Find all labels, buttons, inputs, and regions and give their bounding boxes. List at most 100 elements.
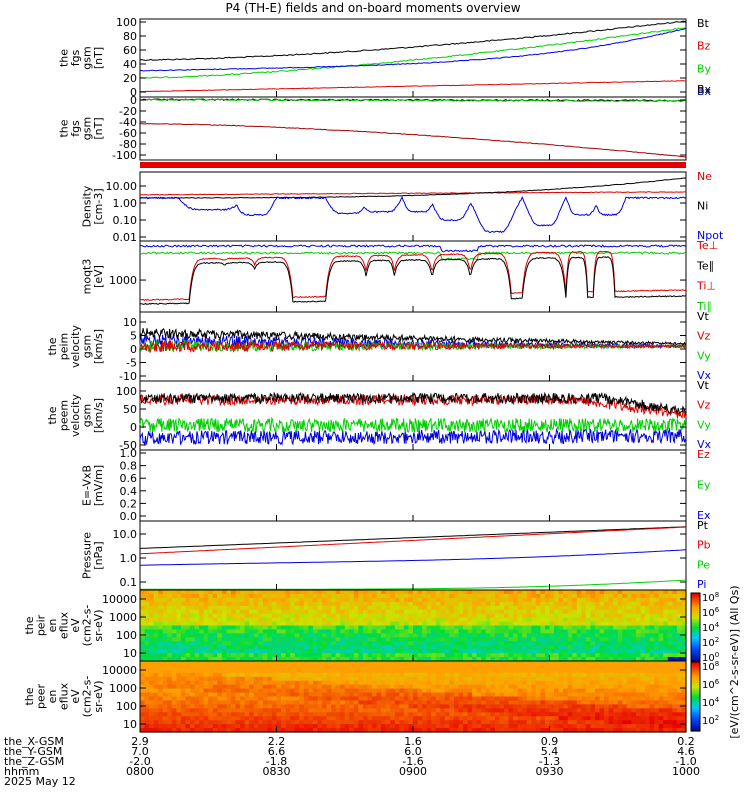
electron-spectrogram-cell xyxy=(444,664,450,670)
ion-spectrogram-cell xyxy=(481,590,487,595)
ion-spectrogram-cell xyxy=(544,645,551,650)
ion-spectrogram-cell xyxy=(558,657,564,662)
series-by-zero xyxy=(139,98,687,103)
ion-spectrogram-cell xyxy=(485,593,491,599)
electron-spectrogram-cell xyxy=(394,692,400,698)
ion-spectrogram-cell xyxy=(681,621,687,627)
ion-spectrogram-cell xyxy=(640,649,646,654)
ion-spectrogram-cell xyxy=(435,613,441,619)
y-tick-label: -100 xyxy=(112,149,137,162)
ion-spectrogram-cell xyxy=(367,641,373,646)
ion-spectrogram-cell xyxy=(285,633,291,638)
electron-spectrogram-cell xyxy=(162,688,168,694)
ion-spectrogram-cell xyxy=(617,617,623,623)
electron-spectrogram-cell xyxy=(672,692,678,698)
ion-spectrogram-cell xyxy=(385,605,391,611)
electron-spectrogram-cell xyxy=(640,708,646,713)
ion-spectrogram-cell xyxy=(572,609,578,615)
ion-spectrogram-cell xyxy=(431,590,437,595)
ion-spectrogram-cell xyxy=(176,637,182,642)
electron-spectrogram-cell xyxy=(262,696,268,702)
y-tick-label: 10 xyxy=(123,647,137,660)
ion-spectrogram-cell xyxy=(426,653,432,658)
electron-spectrogram-cell xyxy=(595,704,601,709)
electron-spectrogram-cell xyxy=(481,668,487,674)
electron-spectrogram-cell xyxy=(176,661,182,666)
electron-spectrogram-cell xyxy=(522,680,528,686)
ion-spectrogram-cell xyxy=(158,605,164,611)
electron-spectrogram-cell xyxy=(203,668,209,674)
series-vet xyxy=(139,391,687,416)
electron-spectrogram-cell xyxy=(640,716,646,721)
y-tick-label: 0.0 xyxy=(120,510,138,523)
ion-spectrogram-cell xyxy=(203,649,209,654)
ion-spectrogram-cell xyxy=(262,641,268,646)
electron-spectrogram-cell xyxy=(426,716,432,721)
ion-spectrogram-cell xyxy=(190,590,196,595)
electron-spectrogram-cell xyxy=(526,696,532,702)
ion-spectrogram-cell xyxy=(190,633,196,638)
ion-spectrogram-cell xyxy=(476,593,482,599)
electron-spectrogram-cell xyxy=(271,661,278,666)
electron-spectrogram-cell xyxy=(390,724,396,729)
electron-spectrogram-cell xyxy=(308,664,314,670)
ion-spectrogram-cell xyxy=(526,637,532,642)
ion-spectrogram-cell xyxy=(581,637,587,642)
ion-spectrogram-cell xyxy=(604,649,610,654)
electron-spectrogram-cell xyxy=(649,668,655,674)
ion-spectrogram-cell xyxy=(585,601,592,607)
electron-spectrogram-cell xyxy=(317,664,323,670)
ion-spectrogram-cell xyxy=(622,605,628,611)
electron-spectrogram-cell xyxy=(631,712,637,717)
ion-spectrogram-cell xyxy=(221,637,228,642)
ion-spectrogram-cell xyxy=(390,625,396,631)
electron-spectrogram-cell xyxy=(249,700,255,705)
ion-spectrogram-cell xyxy=(490,625,496,631)
series-vex xyxy=(139,427,687,446)
electron-spectrogram-cell xyxy=(171,676,177,682)
ion-spectrogram-cell xyxy=(194,653,200,658)
ion-spectrogram-cell xyxy=(408,597,414,603)
ion-spectrogram-cell xyxy=(458,645,464,650)
ion-spectrogram-cell xyxy=(431,617,437,623)
ion-spectrogram-cell xyxy=(458,621,464,627)
electron-spectrogram-cell xyxy=(331,661,337,666)
ion-spectrogram-cell xyxy=(158,590,164,595)
ion-spectrogram-cell xyxy=(217,657,223,662)
ion-spectrogram-cell xyxy=(394,601,400,607)
ion-spectrogram-cell xyxy=(344,617,350,623)
y-axis-label: [nPa] xyxy=(92,541,105,569)
ion-spectrogram-cell xyxy=(162,621,168,627)
electron-spectrogram-cell xyxy=(408,661,414,666)
ion-spectrogram-cell xyxy=(358,593,364,599)
electron-spectrogram-cell xyxy=(672,708,678,713)
ion-spectrogram-cell xyxy=(595,593,601,599)
electron-spectrogram-cell xyxy=(231,696,237,702)
electron-spectrogram-cell xyxy=(508,700,514,705)
electron-spectrogram-cell xyxy=(208,712,214,717)
electron-spectrogram-cell xyxy=(595,700,601,705)
electron-spectrogram-cell xyxy=(144,700,150,705)
ion-spectrogram-cell xyxy=(180,605,187,611)
ion-spectrogram-cell xyxy=(499,617,505,623)
ion-spectrogram-cell xyxy=(481,597,487,603)
ion-spectrogram-cell xyxy=(608,653,614,658)
ion-spectrogram-cell xyxy=(376,605,382,611)
ion-spectrogram-cell xyxy=(540,601,546,607)
ion-spectrogram-cell xyxy=(158,621,164,627)
electron-spectrogram-cell xyxy=(572,684,578,690)
electron-spectrogram-cell xyxy=(285,712,291,717)
electron-spectrogram-cell xyxy=(645,724,651,729)
ion-spectrogram-cell xyxy=(381,645,387,650)
ion-spectrogram-cell xyxy=(622,633,628,638)
electron-spectrogram-cell xyxy=(558,676,564,682)
ion-spectrogram-cell xyxy=(676,629,683,634)
ion-spectrogram-cell xyxy=(440,609,446,615)
ion-spectrogram-cell xyxy=(312,605,319,611)
electron-spectrogram-cell xyxy=(531,692,537,698)
ion-spectrogram-cell xyxy=(376,653,382,658)
electron-spectrogram-cell xyxy=(544,684,551,690)
electron-spectrogram-cell xyxy=(262,680,268,686)
electron-spectrogram-cell xyxy=(221,712,228,717)
ion-spectrogram-cell xyxy=(654,609,660,615)
